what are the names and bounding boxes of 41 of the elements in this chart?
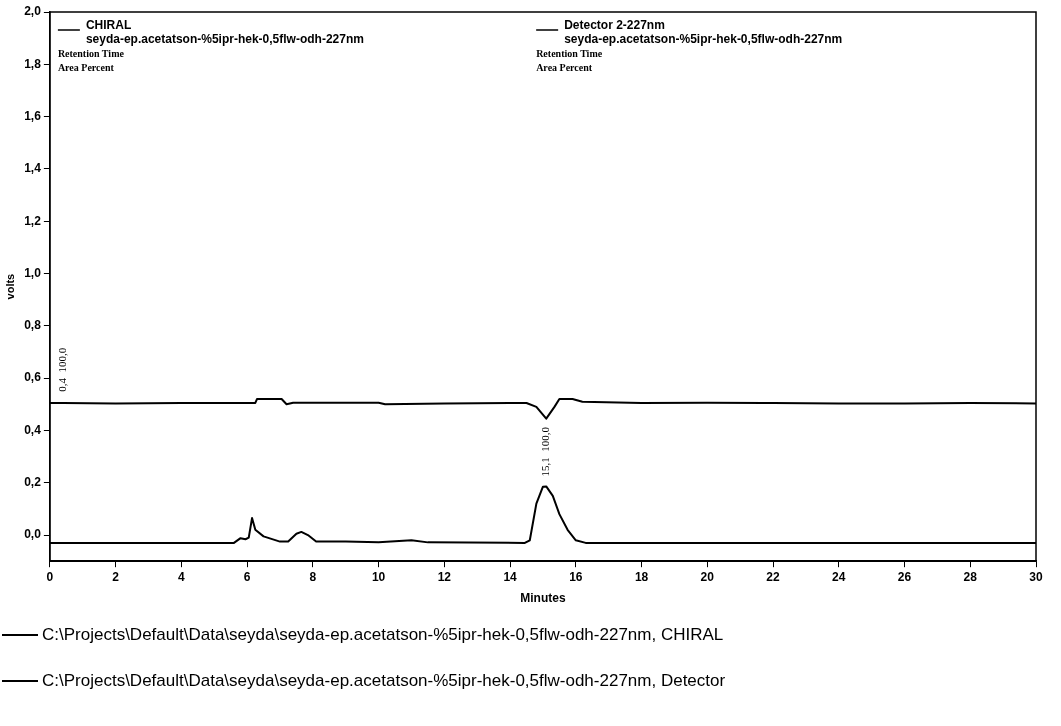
y-tick-label: 1,4	[24, 161, 42, 176]
annotation: seyda-ep.acetatson-%5ipr-hek-0,5flw-odh-227nm	[85, 32, 364, 47]
legend-label: C:\Projects\Default\Data\seyda\seyda-ep.acetatson-%5ipr-hek-0,5flw-odh-227nm, Detector	[42, 671, 726, 691]
x-tick-label: 8	[309, 569, 317, 584]
x-axis-title: Minutes	[520, 591, 566, 606]
x-tick-label: 0	[46, 569, 54, 584]
annotation: CHIRAL	[85, 18, 132, 33]
x-tick-label: 4	[178, 569, 186, 584]
y-tick-label: 2,0	[24, 4, 42, 19]
x-tick-label: 24	[832, 569, 846, 584]
y-tick-label: 0,6	[24, 370, 42, 385]
annotation: Area Percent	[536, 61, 593, 73]
x-tick-label: 26	[897, 569, 912, 584]
x-tick-label: 6	[243, 569, 251, 584]
annotation: Detector 2-227nm	[564, 18, 665, 33]
annotation: Retention Time	[57, 47, 125, 59]
x-tick-label: 12	[437, 569, 452, 584]
x-tick-label: 20	[700, 569, 715, 584]
y-tick-label: 0,0	[24, 527, 42, 542]
annotation: Area Percent	[57, 61, 115, 73]
x-tick-label: 14	[503, 569, 518, 584]
annotation: Retention Time	[536, 47, 603, 59]
y-tick-label: 0,2	[24, 475, 42, 490]
x-tick-label: 30	[1029, 569, 1043, 584]
annotation: seyda-ep.acetatson-%5ipr-hek-0,5flw-odh-227nm	[564, 32, 843, 47]
y-tick-label: 1,6	[24, 108, 42, 123]
y-tick-label: 0,8	[24, 318, 42, 333]
y-tick-label: 1,8	[24, 56, 42, 71]
y-tick-label: 1,2	[24, 213, 42, 228]
x-tick-label: 10	[371, 569, 386, 584]
y-tick-label: 1,0	[24, 265, 42, 280]
y-tick-label: 0,4	[24, 422, 42, 437]
legend-label: C:\Projects\Default\Data\seyda\seyda-ep.acetatson-%5ipr-hek-0,5flw-odh-227nm, CHIRAL	[42, 625, 724, 645]
x-tick-label: 18	[634, 569, 649, 584]
annotation: 0,4 100,0	[55, 347, 68, 392]
x-tick-label: 28	[963, 569, 978, 584]
x-tick-label: 16	[569, 569, 583, 584]
x-tick-label: 2	[112, 569, 120, 584]
y-axis-title: volts	[3, 273, 16, 300]
x-tick-label: 22	[766, 569, 781, 584]
annotation: 15,1 100,0	[539, 426, 552, 477]
